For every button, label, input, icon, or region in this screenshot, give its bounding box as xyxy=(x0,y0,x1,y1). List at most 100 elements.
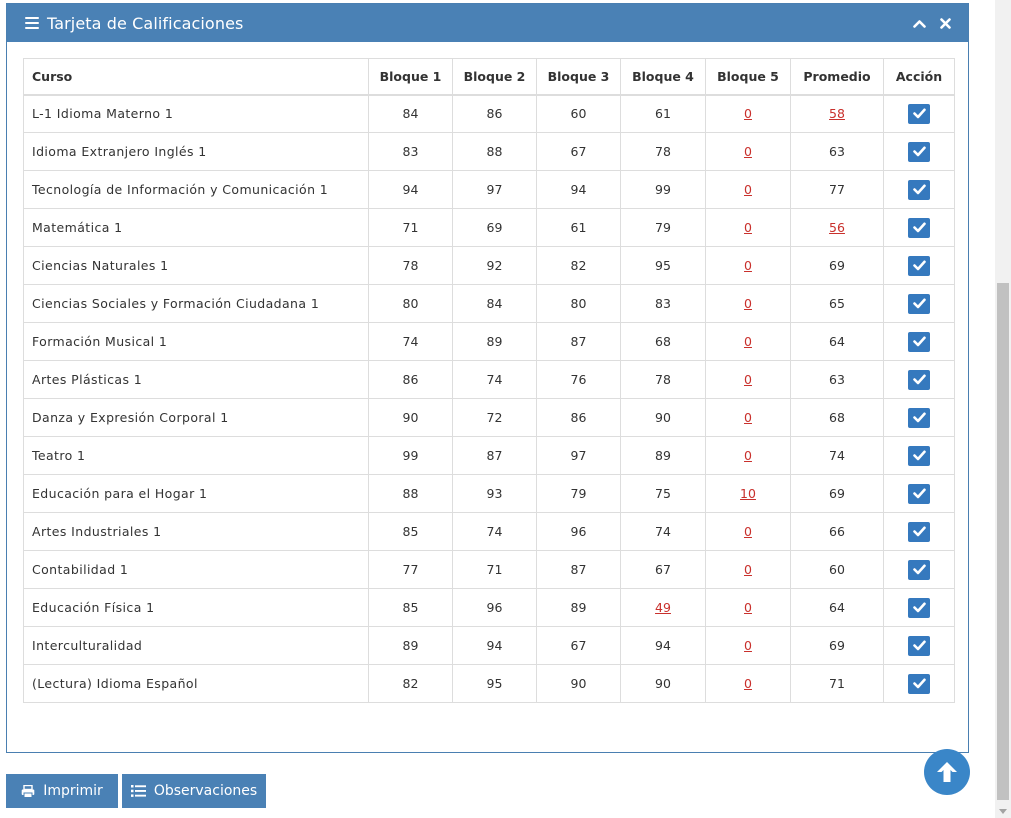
average-grade[interactable]: 58 xyxy=(829,106,845,122)
check-icon[interactable] xyxy=(908,103,930,124)
course-name: Tecnología de Información y Comunicación… xyxy=(23,170,369,209)
header-average: Promedio xyxy=(790,58,884,96)
block-1-grade: 80 xyxy=(368,284,453,323)
action-cell xyxy=(883,588,955,627)
header-course: Curso xyxy=(23,58,369,96)
block-2-grade: 71 xyxy=(452,550,537,589)
block-3-grade: 87 xyxy=(536,550,621,589)
check-icon[interactable] xyxy=(908,559,930,580)
block-5-grade[interactable]: 0 xyxy=(744,182,752,197)
block-3-grade: 89 xyxy=(536,588,621,627)
close-icon[interactable] xyxy=(938,16,952,30)
action-cell xyxy=(883,512,955,551)
block-1-grade: 90 xyxy=(368,398,453,437)
check-icon[interactable] xyxy=(908,369,930,390)
collapse-icon[interactable] xyxy=(912,16,926,30)
check-icon[interactable] xyxy=(908,521,930,542)
action-cell xyxy=(883,436,955,475)
block-2-grade: 74 xyxy=(452,360,537,399)
vertical-scrollbar[interactable] xyxy=(995,0,1011,818)
block-5-grade-cell: 0 xyxy=(705,94,791,133)
action-cell xyxy=(883,208,955,247)
average-grade[interactable]: 56 xyxy=(829,220,845,235)
block-1-grade: 88 xyxy=(368,474,453,513)
print-button[interactable]: Imprimir xyxy=(6,774,118,808)
print-label: Imprimir xyxy=(43,783,103,799)
average-grade: 69 xyxy=(790,474,884,513)
check-icon[interactable] xyxy=(908,635,930,656)
check-icon[interactable] xyxy=(908,673,930,694)
block-2-grade: 95 xyxy=(452,664,537,703)
check-icon[interactable] xyxy=(908,483,930,504)
block-1-grade: 74 xyxy=(368,322,453,361)
block-3-grade: 80 xyxy=(536,284,621,323)
scrollbar-thumb[interactable] xyxy=(997,283,1009,800)
block-3-grade: 67 xyxy=(536,132,621,171)
check-icon[interactable] xyxy=(908,407,930,428)
block-5-grade-cell: 0 xyxy=(705,550,791,589)
block-3-grade: 76 xyxy=(536,360,621,399)
menu-icon xyxy=(25,17,39,29)
printer-icon xyxy=(21,784,35,798)
table-row: Formación Musical 1 74 89 87 68 0 64 xyxy=(23,322,955,361)
block-4-grade[interactable]: 49 xyxy=(655,600,671,615)
course-name: Contabilidad 1 xyxy=(23,550,369,589)
block-5-grade[interactable]: 0 xyxy=(744,524,752,539)
average-grade: 66 xyxy=(790,512,884,551)
block-4-grade: 78 xyxy=(620,360,706,399)
table-row: Matemática 1 71 69 61 79 0 56 xyxy=(23,208,955,247)
average-grade: 64 xyxy=(790,588,884,627)
scroll-to-top-button[interactable] xyxy=(924,749,970,795)
block-5-grade[interactable]: 0 xyxy=(744,296,752,311)
block-5-grade[interactable]: 0 xyxy=(744,220,752,235)
average-grade: 65 xyxy=(790,284,884,323)
action-cell xyxy=(883,360,955,399)
check-icon[interactable] xyxy=(908,255,930,276)
check-icon[interactable] xyxy=(908,331,930,352)
course-name: Danza y Expresión Corporal 1 xyxy=(23,398,369,437)
block-5-grade[interactable]: 0 xyxy=(744,144,752,159)
block-5-grade[interactable]: 0 xyxy=(744,258,752,273)
block-5-grade[interactable]: 0 xyxy=(744,410,752,425)
table-row: Educación Física 1 85 96 89 49 0 64 xyxy=(23,588,955,627)
action-cell xyxy=(883,398,955,437)
block-5-grade[interactable]: 0 xyxy=(744,448,752,463)
block-5-grade[interactable]: 0 xyxy=(744,638,752,653)
action-cell xyxy=(883,550,955,589)
block-4-grade: 67 xyxy=(620,550,706,589)
block-3-grade: 79 xyxy=(536,474,621,513)
check-icon[interactable] xyxy=(908,597,930,618)
header-block-5: Bloque 5 xyxy=(705,58,791,96)
block-5-grade-cell: 0 xyxy=(705,170,791,209)
check-icon[interactable] xyxy=(908,445,930,466)
average-grade: 63 xyxy=(790,132,884,171)
block-5-grade[interactable]: 0 xyxy=(744,334,752,349)
block-5-grade[interactable]: 0 xyxy=(744,562,752,577)
block-4-grade: 74 xyxy=(620,512,706,551)
report-card-panel: Tarjeta de Calificaciones Curso Bloque 1… xyxy=(6,3,969,753)
block-1-grade: 99 xyxy=(368,436,453,475)
check-icon[interactable] xyxy=(908,217,930,238)
block-5-grade-cell: 0 xyxy=(705,588,791,627)
table-row: Contabilidad 1 77 71 87 67 0 60 xyxy=(23,550,955,589)
check-icon[interactable] xyxy=(908,293,930,314)
scroll-down-arrow-icon[interactable] xyxy=(999,809,1007,814)
block-3-grade: 97 xyxy=(536,436,621,475)
block-2-grade: 87 xyxy=(452,436,537,475)
observations-button[interactable]: Observaciones xyxy=(122,774,266,808)
check-icon[interactable] xyxy=(908,141,930,162)
action-cell xyxy=(883,322,955,361)
block-5-grade[interactable]: 0 xyxy=(744,676,752,691)
table-row: Ciencias Sociales y Formación Ciudadana … xyxy=(23,284,955,323)
table-header-row: Curso Bloque 1 Bloque 2 Bloque 3 Bloque … xyxy=(23,58,955,96)
block-5-grade[interactable]: 0 xyxy=(744,106,752,122)
block-5-grade[interactable]: 0 xyxy=(744,372,752,387)
check-icon[interactable] xyxy=(908,179,930,200)
block-5-grade[interactable]: 10 xyxy=(740,486,756,501)
block-4-grade: 83 xyxy=(620,284,706,323)
block-5-grade[interactable]: 0 xyxy=(744,600,752,615)
block-4-grade: 90 xyxy=(620,664,706,703)
table-row: Educación para el Hogar 1 88 93 79 75 10 69 xyxy=(23,474,955,513)
block-5-grade-cell: 0 xyxy=(705,284,791,323)
block-4-grade: 90 xyxy=(620,398,706,437)
